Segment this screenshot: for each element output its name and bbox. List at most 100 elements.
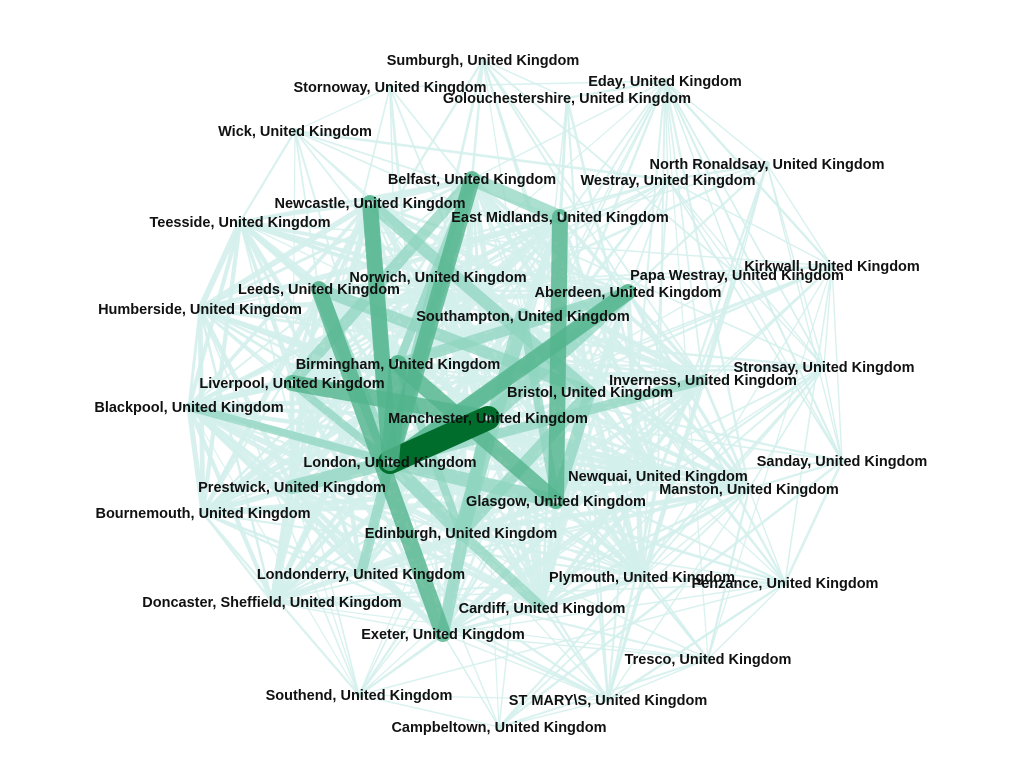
node-label: Stronsay, United Kingdom (734, 360, 915, 376)
route-edge (664, 80, 704, 381)
route-edge (565, 79, 667, 100)
route-edge (667, 163, 768, 181)
route-edge (358, 694, 500, 728)
airport-node: Newquai, United Kingdom (568, 469, 748, 485)
airport-node: Westray, United Kingdom (580, 173, 755, 189)
route-edge (442, 633, 609, 701)
node-label: Campbeltown, United Kingdom (391, 720, 606, 736)
airport-node: North Ronaldsay, United Kingdom (650, 157, 885, 173)
route-edge (607, 576, 643, 701)
route-edge (200, 219, 243, 516)
node-label: Newquai, United Kingdom (568, 469, 748, 485)
airport-node: Prestwick, United Kingdom (198, 480, 386, 496)
node-label: ST MARY\S, United Kingdom (509, 693, 707, 709)
node-dot (705, 656, 711, 662)
route-edge (587, 389, 645, 580)
route-edge (540, 378, 705, 610)
route-edge (548, 209, 568, 509)
route-edge (436, 275, 630, 294)
route-edge (766, 163, 833, 267)
route-edge (831, 265, 843, 462)
airport-node: Golouchestershire, United Kingdom (443, 91, 691, 107)
route-edge (667, 179, 843, 462)
node-label: Golouchestershire, United Kingdom (443, 91, 691, 107)
route-edge (736, 265, 833, 276)
airport-node: Manchester, United Kingdom (388, 411, 588, 427)
route-edge (197, 219, 243, 312)
route-edge (442, 582, 786, 635)
route-edge (238, 220, 363, 576)
route-edge (497, 657, 710, 729)
route-edge (663, 79, 751, 491)
route-edge (664, 80, 843, 462)
route-edge (482, 59, 738, 276)
route-edge (482, 59, 568, 99)
node-dot (358, 571, 364, 577)
node-dot (435, 274, 441, 280)
route-edge (186, 219, 243, 410)
route-edge (237, 219, 441, 280)
airport-node: Bournemouth, United Kingdom (95, 506, 310, 522)
route-edge (442, 633, 500, 728)
route-edge (707, 265, 833, 660)
node-dot (289, 484, 295, 490)
route-edge (766, 163, 843, 462)
node-label: Manchester, United Kingdom (388, 411, 588, 427)
route-edge (201, 287, 321, 515)
airport-node: Papa Westray, United Kingdom (630, 268, 844, 284)
route-edge (238, 201, 372, 224)
airport-node: Plymouth, United Kingdom (549, 570, 735, 586)
node-dot (625, 289, 631, 295)
node-dot (367, 200, 373, 206)
airport-node: Campbeltown, United Kingdom (391, 720, 606, 736)
edge-layer (184, 58, 844, 729)
node-dot (197, 306, 203, 312)
route-edge (359, 487, 751, 576)
route-edge (641, 576, 709, 660)
node-label: Plymouth, United Kingdom (549, 570, 735, 586)
route-edge (455, 527, 548, 614)
node-dot (316, 286, 322, 292)
airport-node: Kirkwall, United Kingdom (744, 259, 920, 275)
airport-node: Sanday, United Kingdom (757, 454, 928, 470)
node-label: Norwich, United Kingdom (349, 270, 526, 286)
airport-node: Southampton, United Kingdom (416, 309, 629, 325)
airport-node: Manston, United Kingdom (659, 482, 839, 498)
node-label: Eday, United Kingdom (588, 74, 742, 90)
node-label: Wick, United Kingdom (218, 124, 372, 140)
airport-node: ST MARY\S, United Kingdom (509, 693, 707, 709)
node-dot (387, 84, 393, 90)
node-label: Tresco, United Kingdom (625, 652, 792, 668)
route-edge (358, 582, 786, 696)
airport-node: Leeds, United Kingdom (238, 282, 400, 298)
airport-node: Blackpool, United Kingdom (94, 400, 283, 416)
route-edge (470, 58, 485, 181)
route-edge (626, 290, 787, 585)
route-edge (392, 286, 634, 370)
route-edge (607, 582, 786, 701)
route-edge (440, 377, 706, 637)
route-edge (199, 308, 360, 696)
route-edge (747, 459, 844, 491)
node-dot (564, 95, 570, 101)
airport-node: Teesside, United Kingdom (149, 215, 330, 231)
route-edge (291, 486, 360, 696)
node-dot (469, 176, 475, 182)
node-label: North Ronaldsay, United Kingdom (650, 157, 885, 173)
route-edge (436, 411, 495, 641)
route-edge (748, 366, 825, 490)
node-dot (700, 377, 706, 383)
node-label: Kirkwall, United Kingdom (744, 259, 920, 275)
route-edge (641, 488, 750, 578)
route-edge (736, 163, 768, 276)
route-edge (707, 488, 750, 660)
route-edge (358, 694, 609, 701)
route-edge (358, 633, 444, 696)
route-edge (667, 179, 833, 267)
route-edge (184, 402, 395, 467)
route-edge (606, 378, 705, 702)
node-label: East Midlands, United Kingdom (451, 210, 669, 226)
route-edge (294, 86, 391, 132)
route-edge (664, 80, 669, 181)
route-edge (186, 404, 446, 637)
